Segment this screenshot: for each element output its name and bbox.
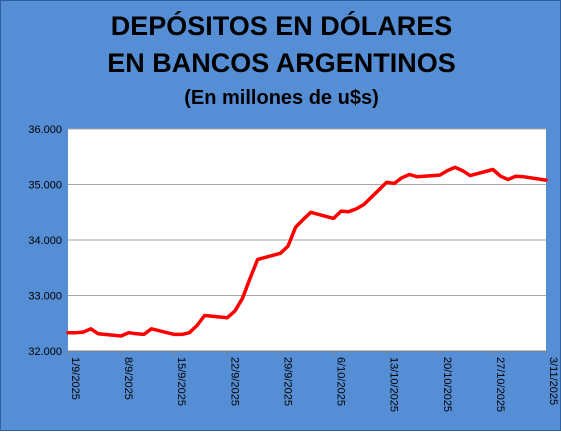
chart-title-line-2: EN BANCOS ARGENTINOS [107, 48, 456, 78]
x-tick-label: 1/9/2025 [69, 357, 81, 400]
x-tick-label: 3/11/2025 [547, 357, 559, 405]
y-tick-label: 33.000 [28, 291, 62, 303]
x-tick-label: 27/10/2025 [494, 357, 506, 412]
series-line [66, 165, 548, 338]
y-tick-label: 34.000 [28, 235, 62, 247]
x-tick-label: 6/10/2025 [335, 357, 347, 406]
x-tick-label: 20/10/2025 [441, 357, 453, 412]
y-tick-label: 35.000 [28, 180, 62, 192]
y-tick-label: 36.000 [28, 124, 62, 136]
x-tick-label: 15/9/2025 [175, 357, 187, 406]
chart-subtitle: (En millones de u$s) [184, 87, 379, 109]
chart-title-line-1: DEPÓSITOS EN DÓLARES [110, 11, 453, 41]
x-tick-label: 29/9/2025 [281, 357, 293, 406]
x-tick-label: 13/10/2025 [388, 357, 400, 412]
x-tick-label: 8/9/2025 [122, 357, 134, 400]
x-tick-label: 22/9/2025 [228, 357, 240, 406]
y-tick-label: 32.000 [28, 346, 62, 358]
